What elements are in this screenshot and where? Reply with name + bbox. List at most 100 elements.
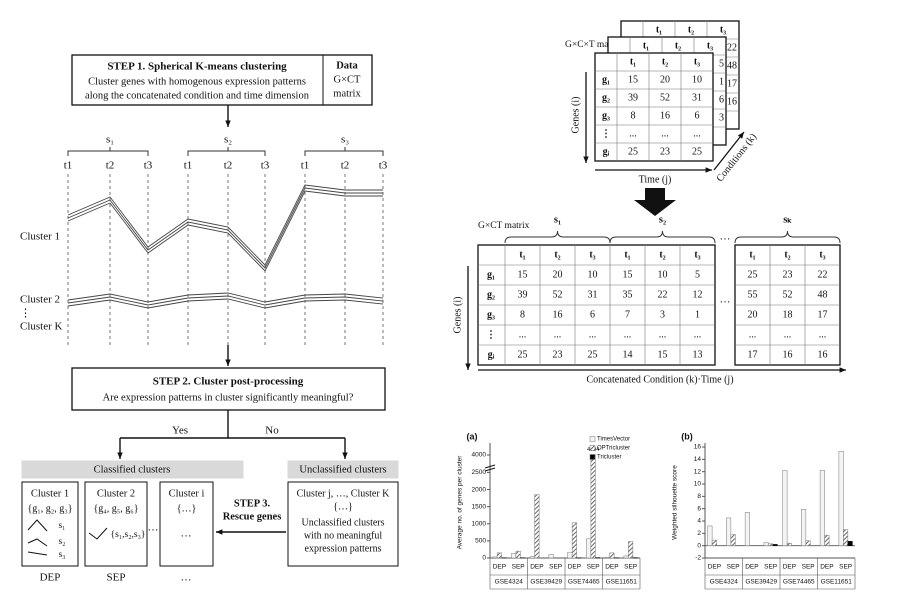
cell: 16 bbox=[818, 349, 828, 360]
bar bbox=[590, 454, 596, 559]
label: … bbox=[720, 294, 731, 306]
x-tick-label: SEP bbox=[512, 564, 525, 571]
label: t₂ bbox=[675, 40, 681, 51]
arrow-head bbox=[216, 529, 223, 535]
bar bbox=[772, 544, 778, 546]
label: {s₁,s₂,s₃} bbox=[111, 530, 146, 540]
group-label: GSE4324 bbox=[495, 579, 524, 586]
cell: 25 bbox=[628, 146, 638, 157]
cell: ... bbox=[629, 128, 637, 139]
bar bbox=[805, 540, 811, 546]
cluster-profile bbox=[67, 190, 383, 272]
label: Cluster 2 bbox=[97, 488, 135, 499]
cell: ... bbox=[519, 329, 527, 340]
label: Genes (i) bbox=[570, 97, 581, 134]
y-tick-label: 6 bbox=[697, 505, 701, 512]
condition-label: s₃ bbox=[341, 134, 349, 146]
label: Cluster i bbox=[169, 488, 205, 499]
cell: 25 bbox=[748, 269, 758, 280]
cell: 8 bbox=[520, 309, 525, 320]
bar bbox=[786, 542, 792, 546]
label: Concatenated Condition (k)·Time (j) bbox=[586, 374, 733, 385]
label: g₁ bbox=[487, 269, 495, 280]
bracket bbox=[67, 147, 149, 156]
pattern-glyph bbox=[27, 551, 48, 556]
x-tick-label: DEP bbox=[745, 564, 758, 571]
arrow-head bbox=[465, 363, 471, 370]
cluster-label: Cluster 1 bbox=[20, 231, 60, 243]
group-label: GSE4324 bbox=[710, 579, 739, 586]
cell: 5 bbox=[695, 269, 700, 280]
bracket bbox=[304, 147, 384, 156]
label: t₁ bbox=[656, 24, 662, 35]
y-tick-label: -2 bbox=[695, 555, 701, 562]
label: … bbox=[181, 572, 192, 584]
label: Yes bbox=[172, 425, 188, 437]
label: t₂ bbox=[784, 249, 790, 260]
y-tick-label: 0 bbox=[697, 542, 701, 549]
bar bbox=[707, 525, 713, 546]
unclassified-header bbox=[287, 460, 399, 479]
time-label: t1 bbox=[301, 160, 310, 172]
label: along the concatenated condition and tim… bbox=[85, 90, 310, 101]
cell: 25 bbox=[692, 146, 702, 157]
cell: 35 bbox=[623, 289, 633, 300]
cluster-box bbox=[21, 481, 79, 567]
label: t₃ bbox=[819, 249, 825, 260]
bar bbox=[628, 541, 634, 559]
pattern-glyph bbox=[27, 519, 48, 532]
cell: ... bbox=[659, 329, 667, 340]
cell: 15 bbox=[518, 269, 528, 280]
y-tick-label: 2 bbox=[697, 530, 701, 537]
cell: 6 bbox=[719, 94, 724, 105]
label: {g₁, g₂, g₃} bbox=[27, 503, 72, 514]
y-tick-label: 12 bbox=[694, 468, 702, 475]
cluster-box bbox=[84, 481, 148, 567]
label: t₂ bbox=[662, 56, 668, 67]
time-label: t2 bbox=[106, 160, 115, 172]
bar bbox=[492, 556, 498, 559]
time-label: t1 bbox=[184, 160, 193, 172]
legend-label: Tricluster bbox=[597, 455, 621, 461]
label: g₂ bbox=[487, 289, 495, 300]
brace bbox=[504, 230, 611, 244]
cell: 20 bbox=[748, 309, 758, 320]
bar bbox=[768, 543, 774, 546]
cell: 10 bbox=[658, 269, 668, 280]
bracket bbox=[187, 147, 266, 156]
legend-swatch bbox=[589, 436, 596, 442]
bar bbox=[847, 541, 853, 546]
label: Unclassified clusters bbox=[299, 464, 386, 475]
cell: 55 bbox=[748, 289, 758, 300]
cell: 18 bbox=[783, 309, 793, 320]
cell: 15 bbox=[658, 349, 668, 360]
cell: 5 bbox=[719, 58, 724, 69]
label: STEP 1. Spherical K-means clustering bbox=[107, 61, 287, 73]
pattern-glyph bbox=[88, 527, 108, 540]
bar bbox=[586, 538, 592, 559]
bar bbox=[529, 556, 535, 559]
step1-box bbox=[71, 54, 373, 106]
label: g₁ bbox=[602, 74, 610, 85]
bar bbox=[548, 554, 554, 559]
cell: 25 bbox=[588, 349, 598, 360]
group-label: GSE11651 bbox=[606, 579, 638, 586]
group-label: GSE74465 bbox=[783, 579, 815, 586]
label: G×C×T matrix bbox=[565, 40, 622, 50]
label: gᵢ bbox=[603, 146, 610, 157]
pattern-glyph bbox=[27, 538, 48, 547]
label: Classified clusters bbox=[94, 464, 171, 475]
label: Cluster 1 bbox=[31, 488, 69, 499]
cell: 31 bbox=[692, 92, 702, 103]
cell: 17 bbox=[818, 309, 828, 320]
step2-box bbox=[71, 367, 386, 411]
x-tick-label: DEP bbox=[493, 564, 506, 571]
legend-swatch bbox=[589, 454, 596, 460]
x-tick-label: SEP bbox=[587, 564, 600, 571]
cell: 39 bbox=[628, 92, 638, 103]
label: with no meaningful bbox=[304, 530, 383, 541]
y-tick-label: 500 bbox=[475, 538, 486, 545]
x-tick-label: DEP bbox=[530, 564, 543, 571]
label: t₁ bbox=[643, 40, 649, 51]
condition-label: s₂ bbox=[224, 134, 232, 146]
